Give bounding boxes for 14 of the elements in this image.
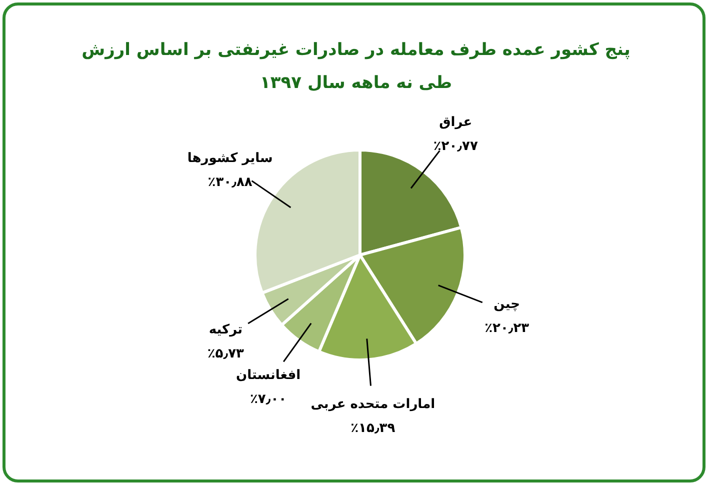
data-label: ٪۳۰٫۸۸ <box>208 174 252 190</box>
data-label: ٪۱۵٫۳۹ <box>350 420 396 436</box>
data-label: ٪۲۰٫۲۳ <box>484 320 530 336</box>
slice-label: ترکیه <box>208 322 243 338</box>
slice-label: افغانستان <box>236 368 301 384</box>
data-label: ٪۵٫۷۳ <box>207 346 244 362</box>
slice-label: عراق <box>439 114 472 130</box>
slice-label: چین <box>494 296 520 312</box>
chart-subtitle: طی نه ماهه سال ۱۳۹۷ <box>260 73 452 93</box>
slice-label: امارات متحده عربی <box>310 396 436 412</box>
chart-title: پنج کشور عمده طرف معامله در صادرات غیرنفتی بر اساس ارزش <box>82 40 630 60</box>
data-label: ٪۲۰٫۷۷ <box>433 138 478 154</box>
data-label: ٪۷٫۰۰ <box>250 392 287 408</box>
slice-label: سایر کشورها <box>187 150 273 166</box>
